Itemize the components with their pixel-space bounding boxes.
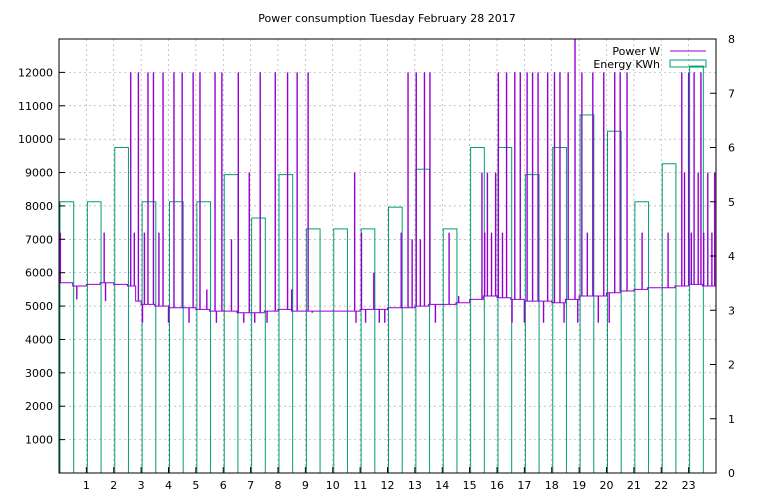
power-series	[59, 39, 717, 323]
energy-bar	[497, 147, 513, 474]
grid-lines	[59, 39, 716, 473]
x-tick-label: 11	[353, 479, 367, 492]
energy-bar	[169, 201, 184, 474]
energy-bar	[251, 217, 266, 474]
legend-label-energy: Energy KWh	[593, 58, 660, 71]
x-tick-label: 18	[545, 479, 559, 492]
y-axis-left: 1000 2000 3000 4000 5000 6000 7000 8000 9000 1000…	[18, 66, 65, 447]
energy-bar	[661, 163, 677, 474]
y1-tick-label: 12000	[18, 66, 53, 79]
y2-tick-label: 3	[728, 304, 735, 317]
x-tick-label: 2	[110, 479, 117, 492]
y1-tick-label: 2000	[25, 400, 53, 413]
energy-bar	[415, 168, 431, 474]
x-tick-label: 6	[220, 479, 227, 492]
y2-tick-label: 6	[728, 142, 735, 155]
x-tick-label: 20	[600, 479, 614, 492]
legend-label-power: Power W	[612, 45, 660, 58]
x-tick-label: 9	[302, 479, 309, 492]
x-tick-label: 5	[192, 479, 199, 492]
energy-bar	[196, 201, 212, 474]
y1-tick-label: 11000	[18, 100, 53, 113]
y1-tick-label: 6000	[25, 267, 53, 280]
legend-swatch-energy	[669, 59, 707, 68]
energy-bar	[223, 174, 239, 474]
x-tick-label: 7	[247, 479, 254, 492]
x-tick-label: 13	[408, 479, 422, 492]
x-axis: 1 2 3 4 5 6 7 8 9 10 11 12 13 14 15 16 17 18 19 20 21 22 23	[83, 467, 696, 492]
chart-title: Power consumption Tuesday February 28 20…	[258, 12, 515, 25]
x-tick-label: 10	[326, 479, 340, 492]
x-tick-label: 12	[381, 479, 395, 492]
x-tick-label: 22	[654, 479, 668, 492]
x-tick-label: 14	[435, 479, 449, 492]
x-tick-label: 3	[138, 479, 145, 492]
y2-tick-label: 4	[728, 250, 735, 263]
power-baseline	[59, 282, 717, 314]
energy-bar	[333, 228, 348, 474]
energy-bar	[442, 228, 458, 474]
y2-tick-label: 5	[728, 196, 735, 209]
y1-tick-label: 1000	[25, 434, 53, 447]
x-tick-label: 23	[682, 479, 696, 492]
energy-bar	[86, 201, 102, 474]
energy-bar	[114, 147, 129, 474]
x-tick-label: 19	[572, 479, 586, 492]
y1-tick-label: 4000	[25, 333, 53, 346]
energy-bar	[59, 201, 75, 474]
y2-tick-label: 7	[728, 87, 735, 100]
y1-tick-label: 5000	[25, 300, 53, 313]
y2-tick-label: 0	[728, 467, 735, 480]
x-tick-label: 8	[275, 479, 282, 492]
x-tick-label: 1	[83, 479, 90, 492]
energy-bar	[388, 206, 403, 474]
y1-tick-label: 10000	[18, 133, 53, 146]
x-tick-label: 21	[627, 479, 641, 492]
energy-bar	[360, 228, 376, 474]
y2-tick-label: 2	[728, 359, 735, 372]
x-tick-label: 16	[490, 479, 504, 492]
y1-tick-label: 3000	[25, 367, 53, 380]
y1-tick-label: 7000	[25, 233, 53, 246]
x-tick-label: 4	[165, 479, 172, 492]
energy-bar	[278, 174, 294, 474]
y1-tick-label: 9000	[25, 167, 53, 180]
x-tick-label: 15	[463, 479, 477, 492]
y2-tick-label: 8	[728, 33, 735, 46]
y-axis-right: 0 1 2 3 4 5 6 7 8	[710, 33, 735, 480]
legend: Power W Energy KWh	[593, 45, 707, 71]
y1-tick-label: 8000	[25, 200, 53, 213]
energy-series	[59, 65, 704, 474]
x-tick-label: 17	[517, 479, 531, 492]
y2-tick-label: 1	[728, 413, 735, 426]
